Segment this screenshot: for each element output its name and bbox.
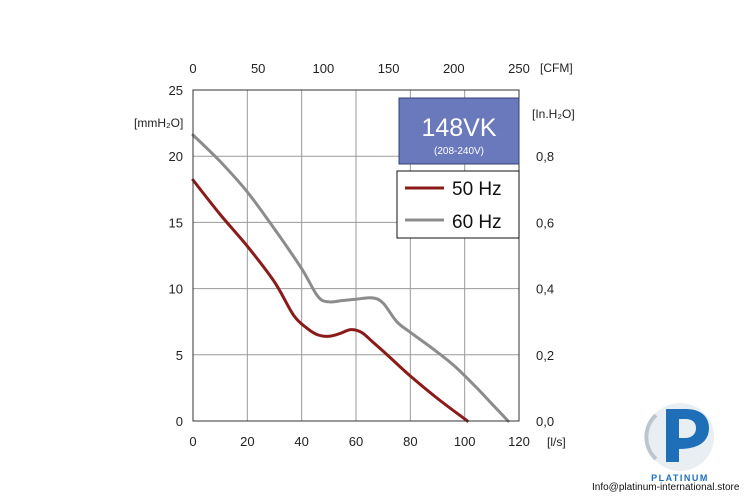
series-line-60hz	[191, 133, 510, 423]
x2-tick-label: 150	[378, 61, 400, 76]
platinum-logo: PLATINUM	[644, 403, 714, 483]
title-box: 148VK (208-240V)	[398, 97, 520, 165]
x2-tick-label: 250	[508, 61, 530, 76]
y2-tick-label: 0,0	[536, 414, 554, 429]
x-tick-label: 0	[189, 434, 196, 449]
legend-label-60hz: 60 Hz	[452, 212, 502, 233]
plot-frame	[192, 89, 520, 422]
x-tick-label: 40	[294, 434, 308, 449]
contact-email[interactable]: Info@platinum-international.store	[592, 482, 740, 493]
legend-label-50hz: 50 Hz	[452, 179, 502, 200]
y2-axis-unit: [In.H₂O]	[532, 107, 575, 121]
x2-tick-label: 0	[189, 61, 196, 76]
legend: 50 Hz 60 Hz	[396, 170, 520, 239]
x-tick-label: 80	[403, 434, 417, 449]
y-tick-label: 5	[176, 348, 183, 363]
x2-tick-label: 100	[313, 61, 335, 76]
x2-tick-label: 200	[443, 61, 465, 76]
x-tick-label: 100	[454, 434, 476, 449]
chart-title: 148VK	[421, 114, 496, 142]
y-tick-label: 25	[169, 83, 183, 98]
y2-tick-label: 0,2	[536, 348, 554, 363]
y2-tick-label: 0,8	[536, 149, 554, 164]
y2-tick-label: 0,6	[536, 215, 554, 230]
x-tick-label: 20	[240, 434, 254, 449]
y-axis-unit: [mmH₂O]	[134, 116, 183, 130]
y-tick-label: 15	[169, 215, 183, 230]
x-tick-label: 60	[349, 434, 363, 449]
logo-half-ring	[644, 413, 658, 461]
x-tick-label: 120	[508, 434, 530, 449]
title-box-background	[398, 97, 520, 165]
series-layer	[191, 133, 510, 423]
series-line-50hz	[191, 178, 469, 423]
x-axis-unit: [l/s]	[547, 435, 566, 449]
y-tick-label: 20	[169, 149, 183, 164]
x2-axis-unit: [CFM]	[540, 61, 573, 75]
y-tick-label: 0	[176, 414, 183, 429]
chart-subtitle: (208-240V)	[434, 146, 484, 157]
logo-wordmark: PLATINUM	[651, 473, 709, 483]
logo-p-mark	[666, 409, 709, 462]
y-tick-label: 10	[169, 282, 183, 297]
y2-tick-label: 0,4	[536, 282, 554, 297]
x2-tick-label: 50	[251, 61, 265, 76]
legend-box	[396, 170, 520, 239]
